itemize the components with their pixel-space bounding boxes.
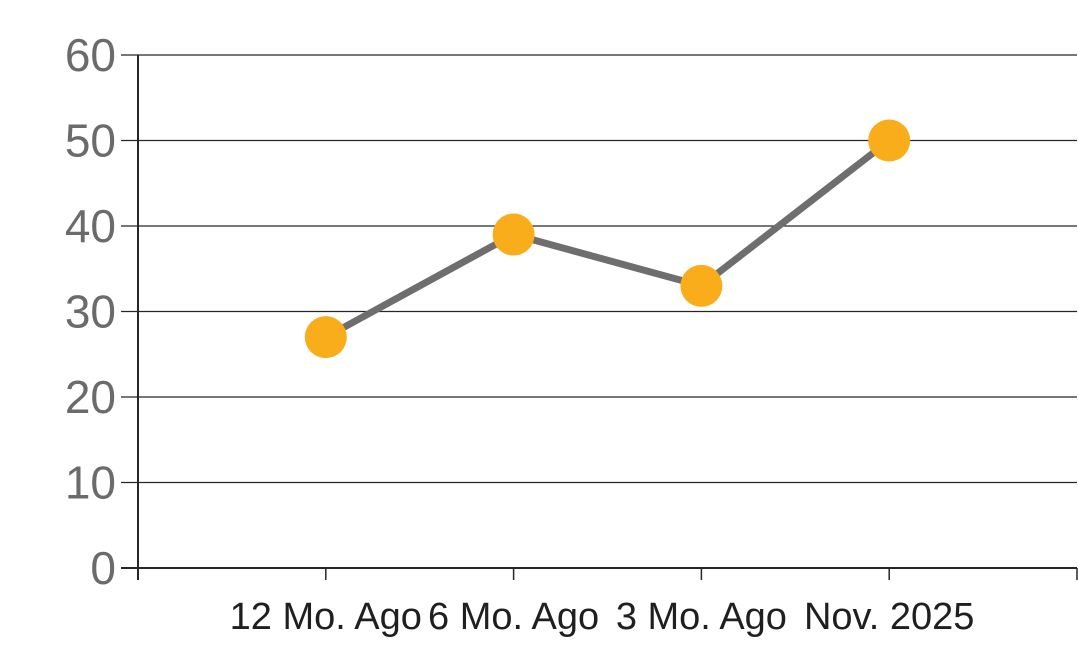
data-point-marker <box>492 213 535 256</box>
data-point-marker <box>680 264 723 307</box>
data-point-marker <box>304 316 347 359</box>
x-tick-label: 12 Mo. Ago <box>230 596 422 638</box>
y-tick-label: 60 <box>65 29 116 81</box>
x-tick-label: 3 Mo. Ago <box>616 596 787 638</box>
data-point-marker <box>868 119 911 162</box>
y-tick-label: 30 <box>65 286 116 338</box>
y-tick-label: 50 <box>65 115 116 167</box>
y-tick-label: 10 <box>65 457 116 509</box>
y-tick-label: 0 <box>90 542 116 594</box>
x-tick-label: 6 Mo. Ago <box>428 596 599 638</box>
series-line <box>324 137 892 341</box>
x-tick-label: Nov. 2025 <box>804 596 974 638</box>
y-tick-label: 20 <box>65 371 116 423</box>
y-tick-label: 40 <box>65 200 116 252</box>
